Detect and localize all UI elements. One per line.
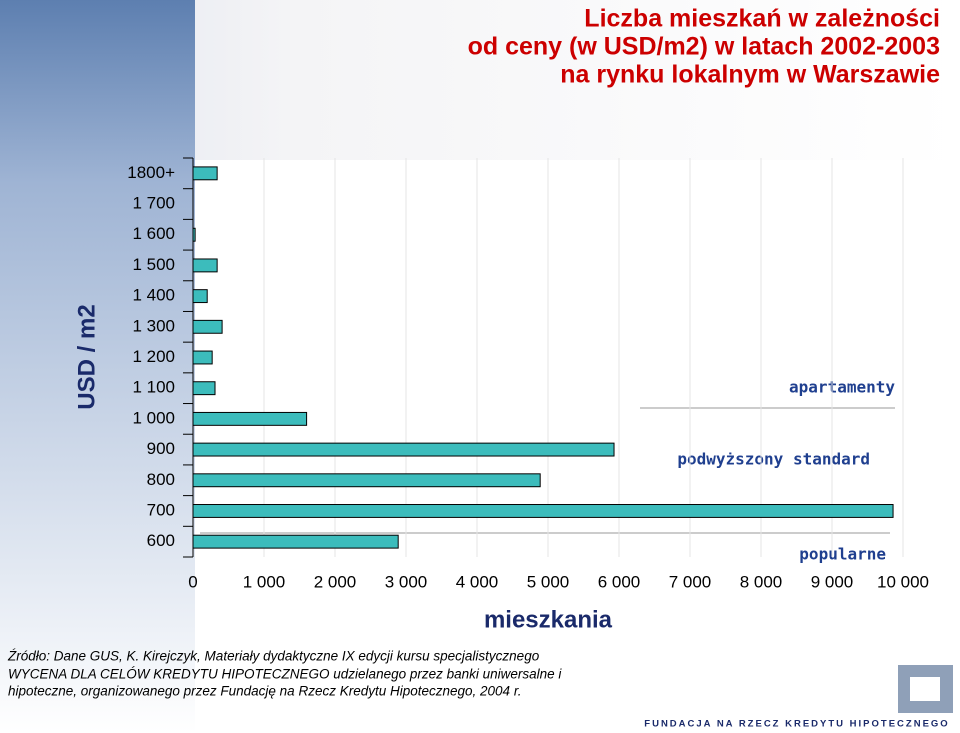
bar bbox=[192, 227, 196, 242]
y-tick-label: 1800+ bbox=[127, 163, 175, 182]
footer: FUNDACJA NA RZECZ KREDYTU HIPOTECZNEGO bbox=[644, 719, 949, 730]
y-tick-label: 700 bbox=[147, 500, 175, 519]
x-tick-label: 9 000 bbox=[811, 572, 854, 591]
bar bbox=[192, 442, 615, 457]
source-line: Źródło: Dane GUS, K. Kirejczyk, Materiał… bbox=[7, 649, 540, 664]
bar bbox=[192, 319, 223, 334]
y-tick-label: 1 600 bbox=[132, 224, 175, 243]
title-line: od ceny (w USD/m2) w latach 2002-2003 bbox=[468, 33, 940, 61]
x-tick-label: 6 000 bbox=[598, 572, 641, 591]
x-tick-label: 8 000 bbox=[740, 572, 783, 591]
y-tick-label: 1 700 bbox=[132, 194, 175, 213]
title-line: na rynku lokalnym w Warszawie bbox=[560, 61, 940, 89]
bar bbox=[192, 289, 208, 304]
annotation: popularne bbox=[799, 545, 886, 564]
bar bbox=[192, 411, 308, 426]
source-line: hipoteczne, organizowanego przez Fundacj… bbox=[8, 684, 522, 699]
bar bbox=[192, 166, 218, 181]
y-tick-label: 1 000 bbox=[132, 408, 175, 427]
logo-inner bbox=[910, 677, 940, 701]
y-tick-label: 1 500 bbox=[132, 255, 175, 274]
x-tick-label: 2 000 bbox=[314, 572, 357, 591]
title-line: Liczba mieszkań w zależności bbox=[584, 5, 940, 33]
y-tick-label: 1 200 bbox=[132, 347, 175, 366]
y-tick-label: 900 bbox=[147, 439, 175, 458]
bar bbox=[192, 350, 213, 365]
x-tick-label: 7 000 bbox=[669, 572, 712, 591]
annotation: apartamenty bbox=[789, 378, 895, 397]
x-tick-label: 5 000 bbox=[527, 572, 570, 591]
x-tick-label: 1 000 bbox=[243, 572, 286, 591]
x-tick-label: 10 000 bbox=[877, 572, 929, 591]
y-tick-label: 1 100 bbox=[132, 378, 175, 397]
annotation: podwyższony standard bbox=[677, 450, 870, 469]
bar bbox=[192, 381, 216, 396]
source-line: WYCENA DLA CELÓW KREDYTU HIPOTECZNEGO ud… bbox=[8, 667, 562, 682]
y-tick-label: 1 300 bbox=[132, 316, 175, 335]
bar bbox=[192, 473, 541, 488]
y-tick-label: 800 bbox=[147, 470, 175, 489]
x-tick-label: 0 bbox=[188, 572, 197, 591]
photo-area bbox=[0, 0, 195, 733]
y-axis-label: USD / m2 bbox=[73, 304, 100, 409]
bar bbox=[192, 258, 218, 273]
bar bbox=[192, 504, 894, 518]
x-axis-label: mieszkania bbox=[484, 606, 613, 633]
x-tick-label: 4 000 bbox=[456, 572, 499, 591]
y-tick-label: 600 bbox=[147, 531, 175, 550]
bar bbox=[192, 534, 399, 549]
x-tick-label: 3 000 bbox=[385, 572, 428, 591]
y-tick-label: 1 400 bbox=[132, 286, 175, 305]
